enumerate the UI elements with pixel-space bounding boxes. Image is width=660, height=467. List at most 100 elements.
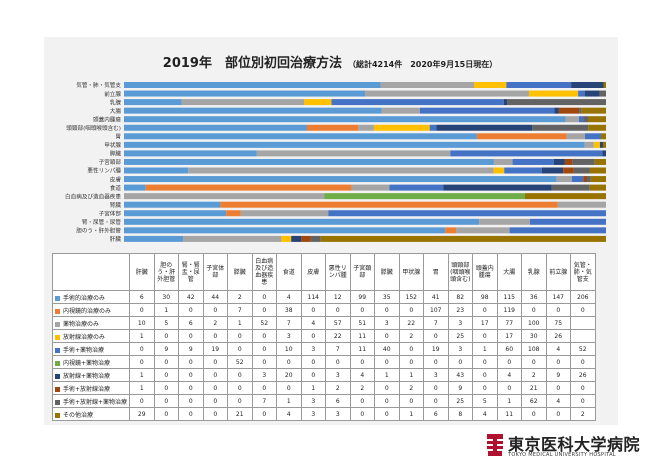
legend-swatch <box>55 399 60 405</box>
chart-title-main: 2019年 部位別初回治療方法 <box>162 56 342 71</box>
bar-segment <box>389 184 444 191</box>
category-label: 皮膚 <box>110 175 122 183</box>
bar-segment <box>291 235 302 242</box>
table-cell: 3 <box>374 316 400 330</box>
table-cell: 57 <box>325 316 351 330</box>
table-cell: 6 <box>423 407 449 421</box>
bar-segment <box>124 193 325 200</box>
table-cell: 6 <box>325 394 351 408</box>
table-cell: 17 <box>472 316 498 330</box>
table-cell: 0 <box>472 303 498 317</box>
legend-label: 手術+薬物治療 <box>63 346 105 354</box>
table-column-header: 前立腺 <box>545 253 571 291</box>
table-cell: 6 <box>129 290 155 304</box>
table-cell: 82 <box>447 290 473 304</box>
table-cell: 0 <box>423 355 449 369</box>
table-cell: 0 <box>521 355 547 369</box>
bar-segment <box>450 150 603 157</box>
legend-label: 手術的治療のみ <box>63 294 106 302</box>
bar-segment <box>256 150 451 157</box>
bar-segment <box>572 158 595 165</box>
bar-segment <box>509 227 606 234</box>
bar-segment <box>584 141 594 148</box>
bar-segment <box>593 141 600 148</box>
category-label: 甲状腺 <box>104 141 121 149</box>
hospital-logo-english: TOKYO MEDICAL UNIVERSITY HOSPITAL <box>508 452 616 458</box>
table-row: 内視鏡+薬物治療 0 0 0 0 52 0 0 0 0 0 0 0 0 0 0 0 0 0 0 <box>52 355 596 369</box>
table-cell: 0 <box>496 355 522 369</box>
table-cell: 0 <box>570 394 596 408</box>
table-cell: 12 <box>325 290 351 304</box>
table-cell: 0 <box>227 342 253 356</box>
bar-segment <box>310 235 321 242</box>
table-column-header: 気管・肺・気管支 <box>570 253 596 291</box>
table-cell: 3 <box>325 368 351 382</box>
table-cell: 0 <box>300 368 326 382</box>
table-cell: 0 <box>227 329 253 343</box>
table-cell: 52 <box>570 342 596 356</box>
bar-segment <box>124 124 307 131</box>
category-label: 悪性リンパ腫 <box>87 167 121 175</box>
table-cell: 0 <box>472 368 498 382</box>
table-cell: 11 <box>496 407 522 421</box>
table-cell: 1 <box>227 316 253 330</box>
table-cell: 60 <box>496 342 522 356</box>
table-cell: 0 <box>202 355 228 369</box>
bar-segment <box>584 90 600 97</box>
bar-segment <box>554 107 559 114</box>
table-cell: 19 <box>423 342 449 356</box>
table-cell: 52 <box>251 316 277 330</box>
table-cell: 9 <box>178 342 204 356</box>
bar-segment <box>365 90 529 97</box>
legend-swatch <box>55 321 60 327</box>
table-row: 手術+薬物治療 0 9 9 19 0 0 10 3 7 11 40 0 19 3 1 60 108 4 52 <box>52 342 596 356</box>
table-cell: 42 <box>178 290 204 304</box>
table-cell: 0 <box>423 381 449 395</box>
table-cell: 7 <box>227 303 253 317</box>
hospital-logo-icon <box>487 434 503 456</box>
table-cell: 3 <box>300 394 326 408</box>
table-row-label: 内視鏡的治療のみ <box>52 303 130 317</box>
table-cell: 0 <box>545 381 571 395</box>
table-cell: 0 <box>374 329 400 343</box>
table-cell: 2 <box>398 329 424 343</box>
bar-segment <box>588 124 606 131</box>
table-cell: 100 <box>521 316 547 330</box>
category-label: 頭蓋内腫瘍 <box>93 115 121 123</box>
data-table: 肝臓 胆のう・肝外胆管 腎・腎盂・尿管 子宮体部 膵臓 白血病及び造血器疾患 食道 皮膚 悪性リ… <box>52 253 596 421</box>
table-row: 放射線治療のみ 1 0 0 0 0 0 3 0 22 11 0 2 0 25 0 17 30 26 <box>52 329 596 343</box>
table-cell: 0 <box>276 355 302 369</box>
table-cell: 0 <box>570 303 596 317</box>
table-cell: 3 <box>447 316 473 330</box>
table-cell: 1 <box>153 303 179 317</box>
bar-segment <box>479 218 530 225</box>
bar-segment <box>281 235 292 242</box>
table-row-label: 手術+放射線+薬物治療 <box>52 394 130 408</box>
bar-segment <box>532 124 589 131</box>
bar-segment <box>493 158 513 165</box>
bar-segment <box>373 124 430 131</box>
table-cell: 10 <box>129 316 155 330</box>
table-cell: 1 <box>276 394 302 408</box>
table-cell: 0 <box>398 355 424 369</box>
table-cell: 0 <box>570 381 596 395</box>
bar-segment <box>381 107 420 114</box>
table-row-label: 内視鏡+薬物治療 <box>52 355 130 369</box>
table-cell: 21 <box>521 381 547 395</box>
table-cell: 98 <box>472 290 498 304</box>
table-cell: 0 <box>521 303 547 317</box>
table-row-label: 手術+薬物治療 <box>52 342 130 356</box>
table-cell: 0 <box>251 329 277 343</box>
table-cell: 2 <box>202 316 228 330</box>
bar-segment <box>602 150 606 157</box>
bar-segment <box>599 90 606 97</box>
table-cell: 22 <box>325 329 351 343</box>
table-cell: 0 <box>178 407 204 421</box>
table-body: 手術的治療のみ 6 30 42 44 2 0 4 114 12 99 35 152 41 82 98 115 36… <box>52 290 596 421</box>
table-cell: 2 <box>349 381 375 395</box>
table-cell: 108 <box>521 342 547 356</box>
bar-segment <box>124 150 257 157</box>
chart-title: 2019年 部位別初回治療方法 （総計4214件 2020年9月15日現在） <box>0 52 660 71</box>
table-cell: 0 <box>423 394 449 408</box>
legend-label: 薬物治療のみ <box>63 320 100 328</box>
